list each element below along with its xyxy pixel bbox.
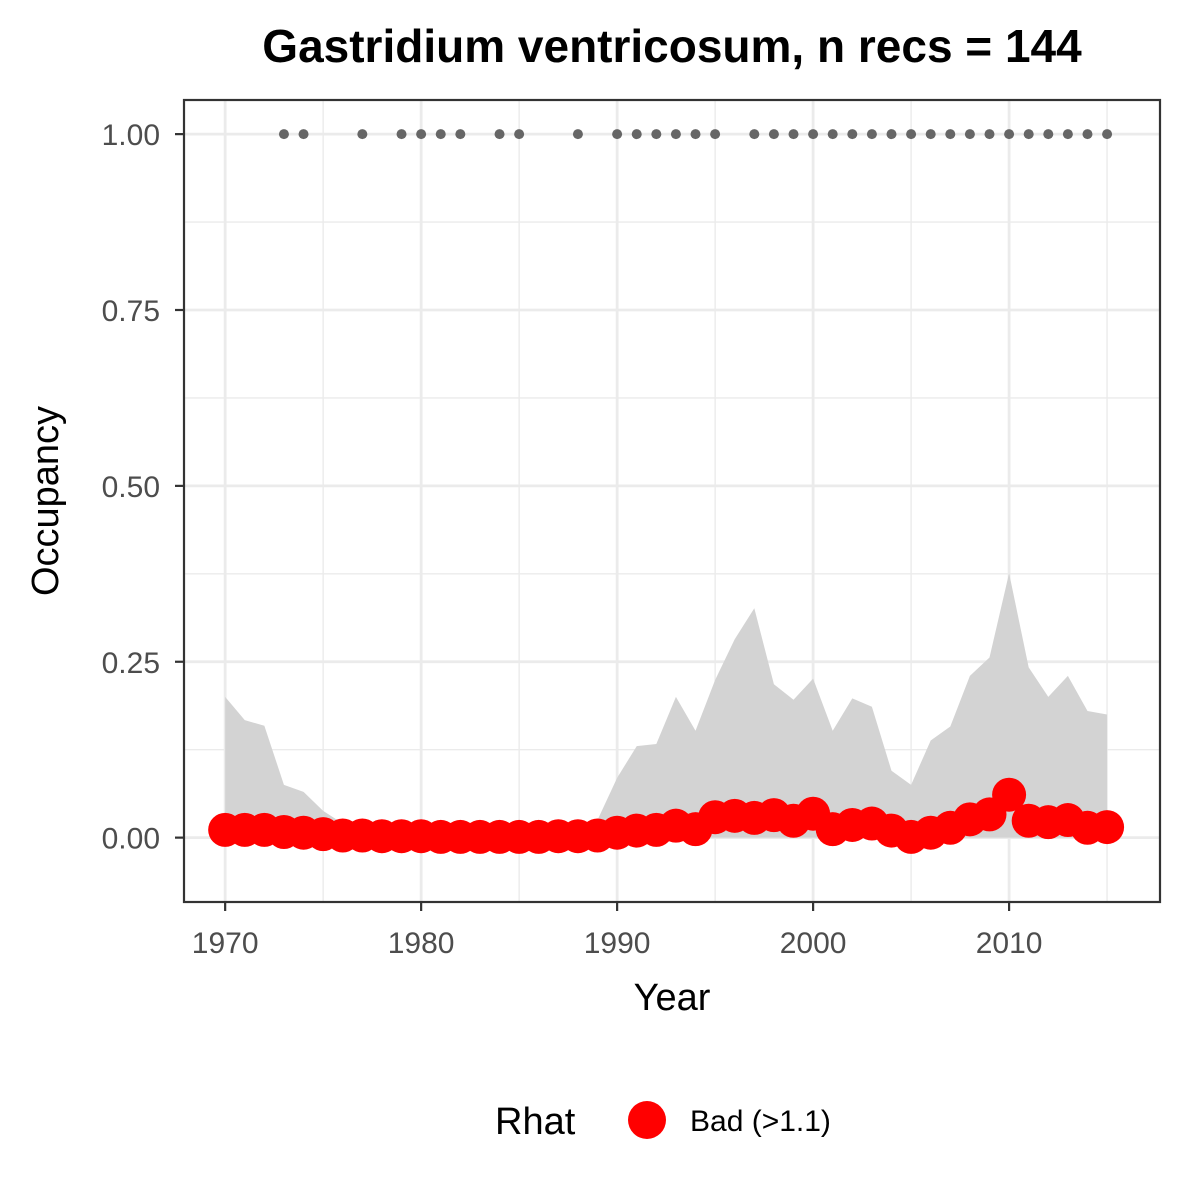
y-axis-title: Occupancy — [25, 406, 67, 596]
record-point — [631, 129, 642, 140]
record-point — [416, 129, 427, 140]
legend-key-bad — [628, 1101, 666, 1139]
y-tick-label: 0.00 — [102, 823, 160, 856]
record-point — [768, 129, 779, 140]
x-tick-label: 1990 — [584, 927, 651, 960]
y-tick-label: 1.00 — [102, 119, 160, 152]
record-point — [1023, 129, 1034, 140]
legend: Rhat Bad (>1.1) — [495, 1101, 831, 1143]
record-point — [455, 129, 466, 140]
record-point — [925, 129, 936, 140]
record-point — [1043, 129, 1054, 140]
y-axis: 0.00 0.25 0.50 0.75 1.00 — [102, 119, 184, 856]
record-point — [866, 129, 877, 140]
chart-title: Gastridium ventricosum, n recs = 144 — [262, 20, 1082, 72]
record-point — [670, 129, 681, 140]
mean-point — [992, 777, 1027, 812]
record-point — [1004, 129, 1015, 140]
record-point — [651, 129, 662, 140]
y-tick-label: 0.25 — [102, 647, 160, 680]
record-point — [278, 129, 289, 140]
record-point — [847, 129, 858, 140]
record-point — [749, 129, 760, 140]
record-point — [710, 129, 721, 140]
record-point — [808, 129, 819, 140]
mean-point — [1090, 810, 1125, 845]
record-point — [396, 129, 407, 140]
confidence-ribbon — [225, 573, 1108, 838]
x-tick-label: 2000 — [780, 927, 847, 960]
record-point — [1102, 129, 1113, 140]
record-point — [298, 129, 309, 140]
record-point — [612, 129, 623, 140]
x-tick-label: 1980 — [388, 927, 455, 960]
record-point — [494, 129, 505, 140]
record-points — [278, 129, 1113, 140]
x-axis-title: Year — [634, 977, 711, 1019]
record-point — [357, 129, 368, 140]
record-point — [788, 129, 799, 140]
record-point — [435, 129, 446, 140]
record-point — [1062, 129, 1073, 140]
legend-title: Rhat — [495, 1101, 576, 1143]
record-point — [886, 129, 897, 140]
x-axis: 1970 1980 1990 2000 2010 — [192, 902, 1043, 960]
record-point — [945, 129, 956, 140]
record-point — [514, 129, 525, 140]
record-point — [1082, 129, 1093, 140]
panel-border — [182, 98, 1162, 904]
y-tick-label: 0.75 — [102, 295, 160, 328]
record-point — [572, 129, 583, 140]
mean-points — [208, 777, 1125, 854]
record-point — [906, 129, 917, 140]
record-point — [964, 129, 975, 140]
record-point — [827, 129, 838, 140]
y-tick-label: 0.50 — [102, 471, 160, 504]
record-point — [690, 129, 701, 140]
record-point — [984, 129, 995, 140]
legend-label-bad: Bad (>1.1) — [690, 1105, 831, 1138]
x-tick-label: 2010 — [976, 927, 1043, 960]
x-tick-label: 1970 — [192, 927, 259, 960]
